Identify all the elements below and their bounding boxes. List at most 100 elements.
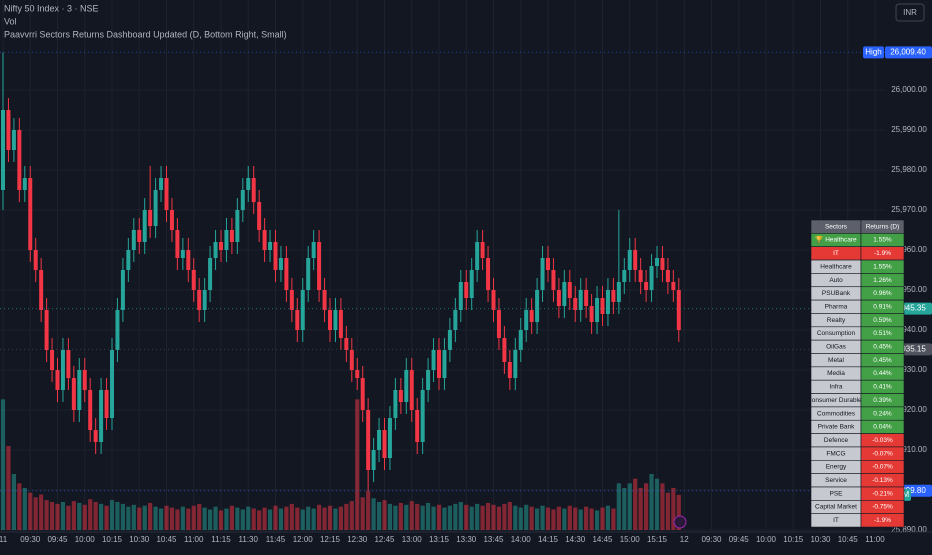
price-badge-label: 25,945.35 [890,304,926,313]
volume-bar [60,502,66,530]
y-tick-label: 25,950.00 [891,285,927,294]
sector-name: Healthcare [820,263,852,270]
candle-body [491,290,496,310]
sector-name: IT [833,517,839,524]
candle-body [224,230,229,250]
sector-name: Auto [829,277,843,284]
volume-bar [208,509,213,530]
candle-layer [1,52,681,491]
volume-bar [131,504,136,530]
volume-bar [589,508,594,530]
volume-bar [55,503,60,530]
candle-body [431,350,436,370]
candle-body [458,282,463,310]
volume-bar [584,506,589,530]
candle-body [322,290,327,310]
volume-bar [71,501,76,530]
volume-bar [605,505,611,530]
sector-name: Commodities [817,410,856,417]
volume-bar [524,504,529,530]
volume-bar [398,502,403,530]
candle-body [540,258,545,290]
x-tick-label: 15:00 [620,535,641,544]
sector-return: -0.07% [872,464,893,471]
candle-body [371,450,376,470]
candle-body [475,242,480,270]
candle-body [93,430,98,442]
candle-body [529,310,534,322]
x-tick-label: 09:30 [701,535,722,544]
x-tick-label: 13:45 [483,535,504,544]
candle-body [251,178,256,202]
candle-body [235,210,240,242]
volume-bar [338,506,343,530]
candle-body [1,110,5,190]
table-header: Returns (D) [866,223,900,230]
candle-body [137,230,142,242]
volume-bar [393,505,398,530]
x-tick-label: 14:45 [592,535,613,544]
volume-bar [175,509,180,530]
x-tick-label: 11:00 [865,535,885,544]
y-tick-label: 25,970.00 [891,205,927,214]
sector-name: FMCG [826,450,845,457]
volume-bar [475,503,480,530]
candle-body [671,282,676,290]
price-badge-label: 26,009.40 [890,48,926,57]
volume-bar [442,507,447,530]
candle-body [213,242,218,258]
sector-return: 0.44% [873,370,892,377]
volume-bar [289,503,294,530]
volume-bar [109,500,115,530]
volume-bar [535,508,540,530]
currency[interactable]: INR [903,8,917,17]
sector-name: Consumption [817,330,856,337]
volume-bar [191,505,196,530]
volume-bar [82,504,87,530]
x-tick-label: 11 [0,535,8,544]
candle-body [82,370,87,390]
volume-bar [317,504,322,530]
volume-bar [311,508,316,530]
candle-body [638,270,643,282]
volume-bar [600,507,605,530]
event-icon[interactable] [673,515,687,529]
volume-bar [491,504,496,530]
volume-bar [104,505,109,530]
candle-body [186,250,191,270]
candle-body [496,310,501,338]
volume-bar [573,507,578,530]
sector-return: 0.91% [873,303,892,310]
volume-bar [676,494,681,530]
currency-box[interactable] [895,3,925,22]
y-tick-label: 26,000.00 [891,85,927,94]
volume-bar [562,508,567,530]
price-badge-label: 25,935.15 [890,345,926,354]
volume-bar [99,503,104,530]
candle-body [126,250,131,270]
candle-body [426,370,431,390]
candle-body [44,310,49,350]
table-value-cell [860,513,905,528]
candle-body [289,290,294,310]
candle-body [333,310,338,330]
x-tick-label: 10:15 [783,535,804,544]
candle-body [377,430,382,450]
volume-bar [540,505,545,530]
candle-body [513,350,518,378]
x-tick-label: 10:00 [75,535,96,544]
volume-bar [284,506,289,530]
candle-body [262,230,267,250]
volume-bar [28,492,33,530]
candle-body [295,310,300,330]
sector-return: 0.24% [873,410,892,417]
y-tick-label: 25,890.00 [891,525,927,534]
candle-body [349,350,354,370]
candle-body [39,270,44,310]
candle-body [208,258,213,290]
candle-body [387,418,392,458]
x-tick-label: 10:30 [129,535,150,544]
sector-name: Capital Market [815,504,857,511]
volume-bar [366,490,371,530]
candle-body [99,390,104,442]
